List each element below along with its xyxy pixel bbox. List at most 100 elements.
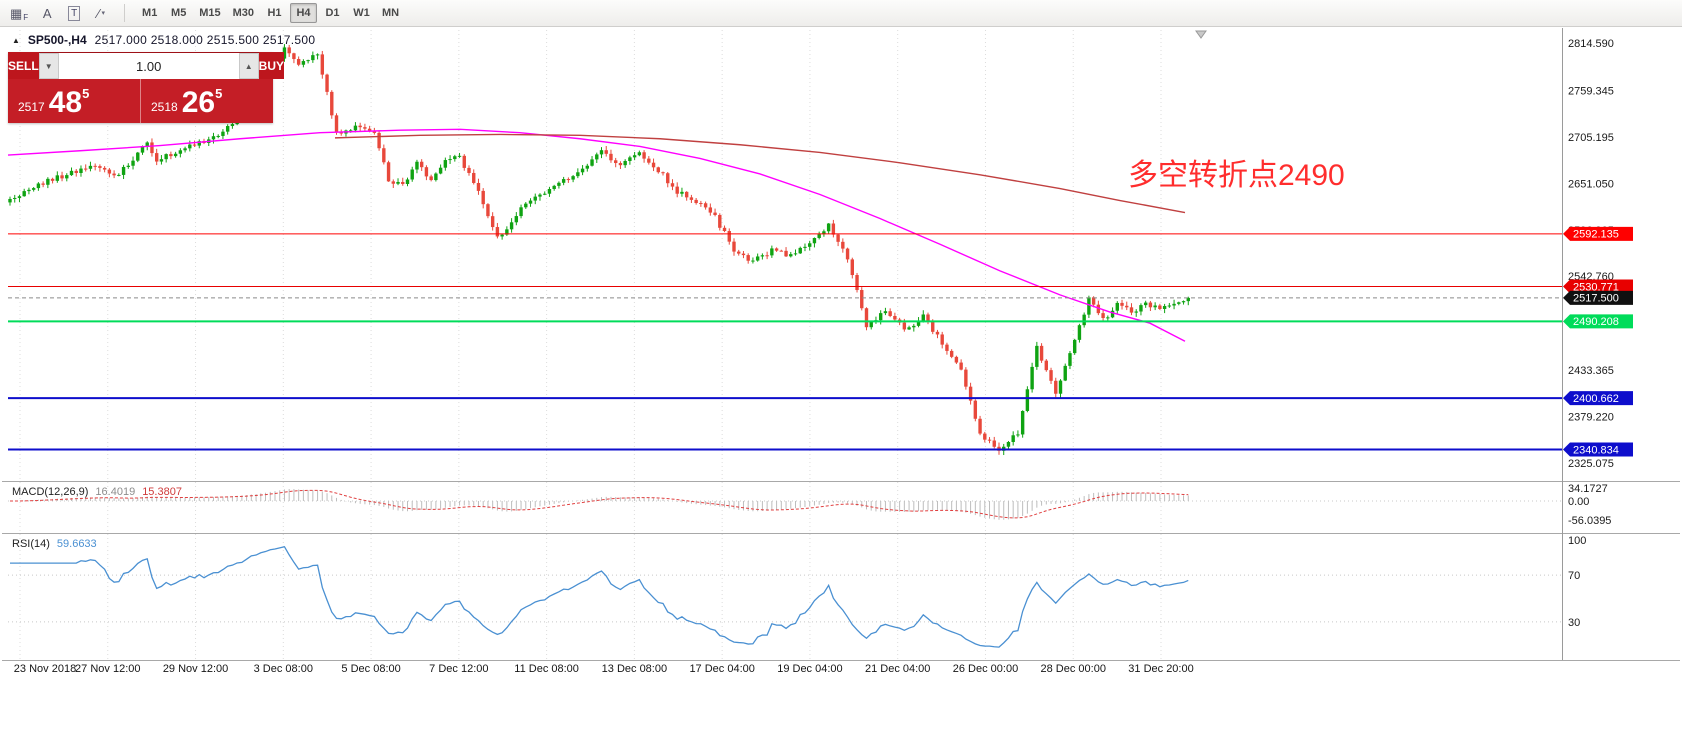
current-price-line: 2517.500 bbox=[8, 290, 1633, 305]
time-label: 3 Dec 08:00 bbox=[253, 663, 313, 675]
ma-fast-line[interactable] bbox=[7, 128, 1186, 342]
svg-text:2592.135: 2592.135 bbox=[1573, 229, 1619, 241]
macd-panel bbox=[8, 489, 1562, 520]
one-click-trading-panel: SELL ▼ ▲ BUY 2517 48 5 2518 26 5 bbox=[8, 52, 285, 123]
trendline-tools-icon: ∕ bbox=[97, 5, 100, 21]
time-label: 13 Dec 08:00 bbox=[601, 663, 668, 675]
time-label: 11 Dec 08:00 bbox=[514, 663, 579, 675]
svg-text:2325.075: 2325.075 bbox=[1568, 458, 1614, 470]
svg-text:2814.590: 2814.590 bbox=[1568, 38, 1614, 50]
svg-text:2705.195: 2705.195 bbox=[1568, 132, 1614, 144]
time-label: 21 Dec 04:00 bbox=[864, 663, 931, 675]
time-gridlines bbox=[19, 30, 1162, 659]
chart-shift-marker bbox=[1195, 30, 1207, 39]
svg-text:-56.0395: -56.0395 bbox=[1568, 515, 1611, 527]
text-label-button[interactable]: T bbox=[62, 3, 86, 24]
rsi-label: RSI(14) 59.6633 bbox=[12, 538, 97, 550]
svg-text:2759.345: 2759.345 bbox=[1568, 85, 1614, 97]
buy-price-big: 26 bbox=[181, 86, 216, 119]
chevron-down-icon: ▾ bbox=[101, 9, 106, 17]
buy-price-sup: 5 bbox=[215, 86, 223, 101]
ohlc-values: 2517.000 2518.000 2515.500 2517.500 bbox=[94, 33, 316, 47]
buy-button[interactable]: BUY bbox=[258, 52, 285, 79]
svg-text:2490.208: 2490.208 bbox=[1573, 316, 1619, 328]
ma-slow-line[interactable] bbox=[334, 133, 1186, 214]
sell-price-big: 48 bbox=[48, 86, 83, 119]
svg-text:2651.050: 2651.050 bbox=[1568, 178, 1614, 190]
time-axis[interactable]: 23 Nov 2018 27 Nov 12:00 29 Nov 12:00 3 Dec… bbox=[0, 663, 1682, 681]
timeframe-group: M1 M5 M15 M30 H1 H4 D1 W1 MN bbox=[136, 3, 404, 23]
volume-input[interactable] bbox=[58, 53, 239, 79]
svg-text:30: 30 bbox=[1568, 617, 1580, 629]
sell-price[interactable]: 2517 48 5 bbox=[8, 79, 140, 123]
rsi-line[interactable] bbox=[10, 545, 1189, 648]
timeframe-h1[interactable]: H1 bbox=[261, 3, 288, 23]
chart-grid-icon-badge: F bbox=[23, 12, 29, 22]
price-scale[interactable]: 2814.5902759.3452705.1952651.0502596.905… bbox=[1568, 38, 1614, 470]
toolbar: ▦ F A T ∕ ▾ M1 M5 M15 M30 H1 H4 D1 W1 MN bbox=[0, 0, 1682, 27]
trade-panel-prices: 2517 48 5 2518 26 5 bbox=[8, 79, 273, 123]
rsi-value: 59.6633 bbox=[56, 538, 97, 550]
rsi-panel bbox=[8, 574, 1562, 623]
sell-price-prefix: 2517 bbox=[18, 100, 45, 114]
timeframe-h4[interactable]: H4 bbox=[290, 3, 317, 23]
timeframe-d1[interactable]: D1 bbox=[319, 3, 346, 23]
svg-text:2340.834: 2340.834 bbox=[1573, 444, 1619, 456]
time-label: 19 Dec 04:00 bbox=[777, 663, 843, 675]
timeframe-m5[interactable]: M5 bbox=[165, 3, 192, 23]
macd-signal-line[interactable] bbox=[9, 489, 1189, 519]
time-label: 5 Dec 08:00 bbox=[341, 663, 401, 675]
horizontal-lines[interactable]: 2592.135 2530.771 2490.208 2400.662 2340.834 bbox=[8, 226, 1633, 457]
volume-control: ▼ ▲ bbox=[38, 52, 259, 79]
macd-label: MACD(12,26,9) 16.4019 15.3807 bbox=[12, 486, 182, 498]
text-annotation-icon: A bbox=[42, 5, 52, 21]
toolbar-separator bbox=[124, 4, 126, 22]
svg-text:2379.220: 2379.220 bbox=[1568, 412, 1614, 424]
buy-price[interactable]: 2518 26 5 bbox=[140, 79, 273, 123]
time-label: 28 Dec 00:00 bbox=[1040, 663, 1106, 675]
rsi-name: RSI(14) bbox=[12, 538, 50, 550]
svg-text:2400.662: 2400.662 bbox=[1573, 393, 1619, 405]
macd-main-value: 16.4019 bbox=[95, 486, 136, 498]
trendline-tools-button[interactable]: ∕ ▾ bbox=[89, 3, 113, 24]
timeframe-m15[interactable]: M15 bbox=[194, 3, 225, 23]
svg-text:0.00: 0.00 bbox=[1568, 496, 1589, 508]
chart-grid-icon: ▦ bbox=[10, 5, 23, 21]
svg-text:100: 100 bbox=[1568, 535, 1586, 547]
timeframe-mn[interactable]: MN bbox=[377, 3, 404, 23]
macd-name: MACD(12,26,9) bbox=[12, 486, 89, 498]
sell-button[interactable]: SELL bbox=[8, 52, 39, 79]
buy-price-prefix: 2518 bbox=[151, 100, 178, 114]
trade-panel-controls: SELL ▼ ▲ BUY bbox=[8, 52, 285, 79]
annotation-text[interactable]: 多空转折点2490 bbox=[1128, 159, 1345, 192]
time-label: 27 Nov 12:00 bbox=[75, 663, 141, 675]
text-annotation-button[interactable]: A bbox=[35, 3, 59, 24]
time-label: 7 Dec 12:00 bbox=[429, 663, 489, 675]
time-label: 29 Nov 12:00 bbox=[162, 663, 229, 675]
text-label-icon: T bbox=[68, 5, 81, 21]
time-label: 23 Nov 2018 bbox=[13, 663, 77, 675]
timeframe-w1[interactable]: W1 bbox=[348, 3, 375, 23]
timeframe-m1[interactable]: M1 bbox=[136, 3, 163, 23]
chart-title: ▲ SP500-,H4 2517.000 2518.000 2515.500 2… bbox=[12, 33, 315, 47]
svg-text:2517.500: 2517.500 bbox=[1573, 293, 1619, 305]
svg-text:2530.771: 2530.771 bbox=[1573, 281, 1619, 293]
collapse-triangle-icon[interactable]: ▲ bbox=[12, 35, 20, 45]
timeframe-m30[interactable]: M30 bbox=[228, 3, 259, 23]
panel-separators bbox=[2, 28, 1680, 661]
time-label: 31 Dec 20:00 bbox=[1128, 663, 1194, 675]
svg-text:2433.365: 2433.365 bbox=[1568, 365, 1614, 377]
sell-price-sup: 5 bbox=[82, 86, 90, 101]
volume-increase-button[interactable]: ▲ bbox=[238, 53, 259, 79]
volume-decrease-button[interactable]: ▼ bbox=[38, 53, 59, 79]
candles bbox=[8, 44, 1190, 456]
macd-signal-value: 15.3807 bbox=[142, 486, 182, 498]
svg-text:34.1727: 34.1727 bbox=[1568, 483, 1608, 495]
time-label: 17 Dec 04:00 bbox=[689, 663, 755, 675]
symbol-period-label: SP500-,H4 bbox=[27, 33, 87, 47]
time-label: 26 Dec 00:00 bbox=[952, 663, 1019, 675]
svg-text:70: 70 bbox=[1568, 570, 1580, 582]
chart-grid-button[interactable]: ▦ F bbox=[6, 3, 32, 24]
